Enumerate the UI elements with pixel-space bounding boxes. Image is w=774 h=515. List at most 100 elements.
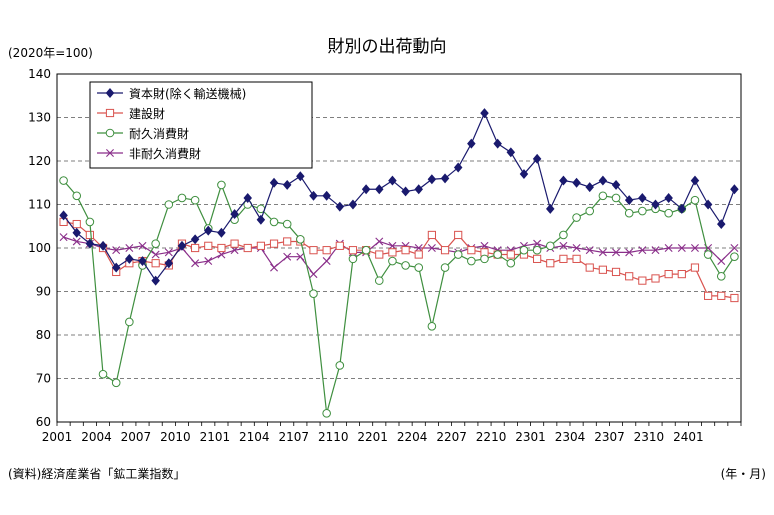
x-tick-label: 2101 <box>200 430 231 444</box>
legend-marker <box>105 128 115 138</box>
data-point <box>611 179 621 190</box>
data-point <box>545 241 555 251</box>
data-point <box>111 378 121 388</box>
data-point <box>269 177 279 188</box>
legend-marker <box>106 149 114 157</box>
data-point <box>59 176 68 185</box>
data-point <box>493 138 502 149</box>
data-point <box>559 254 568 263</box>
legend-label: 耐久消費財 <box>129 126 189 141</box>
data-point <box>703 250 713 259</box>
data-point <box>85 238 95 249</box>
legend-label: 資本財(除く輸送機械) <box>129 86 246 101</box>
legend-label: 非耐久消費財 <box>129 146 201 161</box>
data-point <box>388 241 397 250</box>
data-point <box>519 169 529 180</box>
data-point <box>374 276 384 285</box>
y-tick-label: 70 <box>36 372 51 386</box>
data-point <box>651 246 660 255</box>
data-point <box>585 206 595 216</box>
data-point <box>217 227 226 238</box>
data-point <box>585 263 594 272</box>
series-line <box>63 111 735 282</box>
data-point <box>427 244 436 252</box>
x-tick-label: 2001 <box>42 430 73 444</box>
series-line <box>63 180 735 414</box>
data-point <box>572 177 581 188</box>
data-point <box>309 270 318 279</box>
data-point <box>112 246 121 255</box>
data-point <box>690 195 700 205</box>
data-point <box>335 201 345 212</box>
data-point <box>217 250 226 259</box>
x-tick-label: 2301 <box>515 430 546 444</box>
data-point <box>480 241 489 250</box>
data-point <box>190 195 200 205</box>
data-point <box>283 252 292 261</box>
data-point <box>664 208 673 218</box>
data-point <box>348 199 358 210</box>
legend-marker <box>105 108 115 118</box>
data-point <box>624 208 634 218</box>
data-point <box>414 184 423 195</box>
data-point <box>704 291 713 300</box>
data-point <box>440 246 450 255</box>
data-point <box>690 175 700 186</box>
data-point <box>664 270 673 279</box>
data-point <box>730 184 739 195</box>
data-point <box>243 243 252 253</box>
data-point <box>664 244 673 252</box>
data-point <box>467 138 476 149</box>
data-point <box>532 153 542 164</box>
data-point <box>72 227 81 238</box>
data-point <box>204 257 213 266</box>
legend-item: 非耐久消費財 <box>97 146 201 161</box>
data-point <box>506 250 515 259</box>
data-point <box>690 263 700 272</box>
data-point <box>85 217 95 227</box>
data-point <box>585 182 594 193</box>
data-point <box>361 184 371 195</box>
data-point <box>467 246 476 255</box>
data-point <box>453 250 463 259</box>
data-point <box>480 254 489 264</box>
data-point <box>598 265 607 274</box>
data-point <box>533 239 542 248</box>
data-point <box>164 248 173 257</box>
data-point <box>322 409 331 418</box>
x-tick-label: 2107 <box>278 430 309 444</box>
data-point <box>664 193 673 203</box>
data-point <box>467 256 476 266</box>
x-tick-label: 2010 <box>160 430 191 444</box>
data-point <box>414 250 423 259</box>
x-axis-ticks: 2001 2004 2007 2010 2101 2104 2107 2110 2201 2204… <box>42 422 742 444</box>
data-point <box>453 162 463 173</box>
data-point <box>335 361 345 370</box>
series-4 <box>59 233 739 279</box>
data-point <box>677 203 687 214</box>
data-point <box>624 195 634 206</box>
data-point <box>72 219 81 229</box>
data-point <box>611 267 621 277</box>
data-point <box>217 243 226 253</box>
data-point <box>440 173 450 184</box>
data-point <box>191 259 200 268</box>
data-point <box>480 108 489 119</box>
legend-item: 資本財(除く輸送機械) <box>97 86 246 101</box>
data-point <box>612 248 621 257</box>
data-point <box>296 235 305 244</box>
data-point <box>625 248 634 257</box>
x-unit-label: (年・月) <box>721 467 766 481</box>
data-point <box>638 206 647 216</box>
data-point <box>282 219 292 229</box>
data-point <box>296 171 305 182</box>
data-point <box>269 239 279 248</box>
data-point <box>361 245 371 255</box>
data-point <box>138 256 147 267</box>
data-point <box>401 186 410 197</box>
data-point <box>638 193 647 203</box>
data-point <box>322 257 331 266</box>
data-point <box>559 175 568 186</box>
